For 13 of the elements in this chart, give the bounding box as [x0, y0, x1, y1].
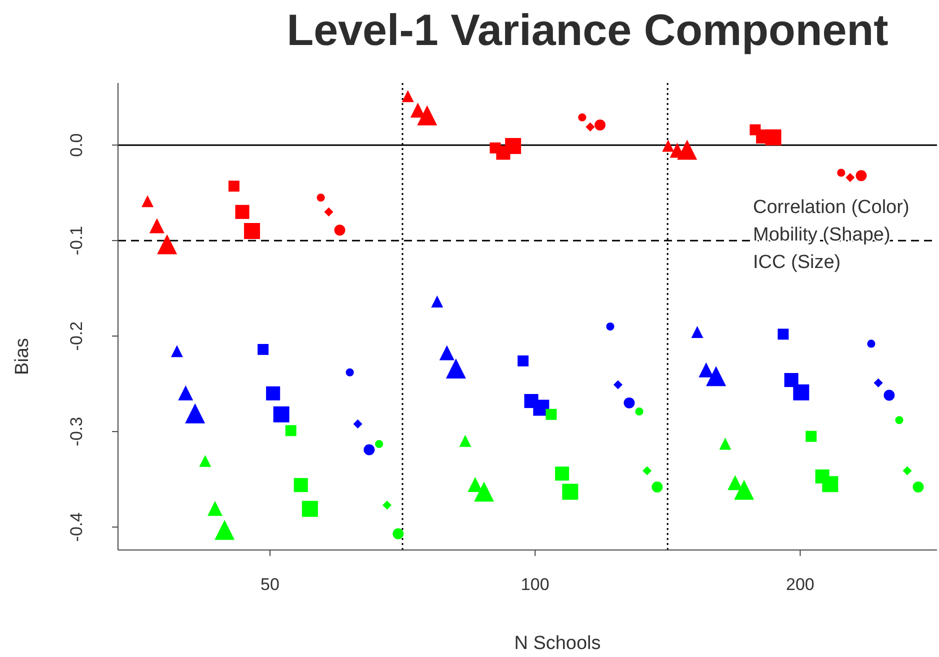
x-tick-label: 50: [260, 575, 280, 594]
chart-title: Level-1 Variance Component: [286, 6, 889, 55]
x-tick-label: 100: [520, 575, 550, 594]
annotation: ICC (Size): [753, 252, 841, 273]
x-axis-title: N Schools: [514, 633, 601, 654]
annotation: Correlation (Color): [753, 197, 910, 218]
y-tick-label: -0.4: [66, 512, 86, 542]
x-tick-label: 200: [786, 575, 814, 594]
y-tick-label: -0.2: [66, 321, 86, 351]
y-tick-label: -0.3: [66, 416, 86, 446]
y-tick-label: 0.0: [66, 133, 86, 157]
y-tick-label: -0.1: [66, 226, 86, 256]
y-axis-title: Bias: [12, 338, 33, 375]
